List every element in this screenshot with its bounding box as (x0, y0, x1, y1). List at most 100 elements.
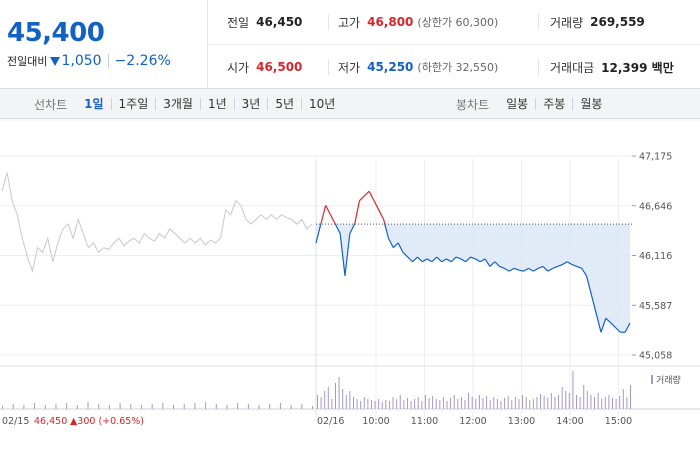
volume-bar (334, 383, 336, 409)
chart-toolbar: 선차트 1일 1주일 3개월 1년 3년 5년 10년 봉차트 일봉 주봉 월봉 (0, 89, 700, 119)
volume-bar (432, 396, 434, 409)
volume-bar (23, 405, 25, 409)
volume-bar (525, 397, 527, 409)
divider (328, 14, 329, 30)
volume-bar (237, 403, 239, 409)
volume-bar (119, 403, 121, 409)
range-1y-button[interactable]: 1년 (199, 98, 234, 110)
volume-bar (507, 396, 509, 409)
monthly-candle-button[interactable]: 월봉 (572, 98, 609, 110)
volume-bars (2, 371, 631, 409)
price-segment (508, 267, 515, 272)
volume-bar (66, 403, 68, 409)
volume-bar (583, 385, 585, 409)
price-segment (363, 190, 370, 197)
price-segment (426, 258, 433, 263)
volume-bar (410, 401, 412, 409)
volume-bar (550, 393, 552, 409)
volume-bar (381, 402, 383, 409)
x-tick-label: 15:00 (605, 416, 632, 427)
volume-bar (442, 397, 444, 409)
volume-bar (500, 401, 502, 409)
price-segment (576, 265, 582, 269)
price-segment (566, 261, 573, 266)
weekly-candle-button[interactable]: 주봉 (535, 98, 572, 110)
x-tick-label: 10:00 (362, 416, 389, 427)
volume-bar (561, 387, 563, 409)
prev-close-value: 46,450 (256, 15, 303, 29)
range-3m-button[interactable]: 3개월 (155, 98, 200, 110)
date-labels: 02/15 46,450 ▲300 (+0.65%) 02/16 (2, 416, 344, 427)
volume-bar (392, 397, 394, 409)
daily-candle-button[interactable]: 일봉 (506, 97, 529, 111)
volume-bar (421, 401, 423, 409)
volume-bar (460, 397, 462, 409)
volume-legend-swatch (651, 375, 653, 384)
candle-chart-title: 봉차트 (456, 97, 490, 112)
volume-bar (590, 395, 592, 409)
volume-bar (269, 404, 271, 409)
price-segment (344, 233, 351, 276)
price-segment (571, 264, 578, 268)
volume-bar (417, 397, 419, 409)
price-segment (368, 190, 375, 201)
volume-bar (130, 404, 132, 409)
price-segment (417, 256, 423, 263)
volume-bar (496, 399, 498, 409)
range-10y-button[interactable]: 10년 (301, 98, 342, 110)
today-date: 02/16 (317, 416, 344, 427)
volume-bar (522, 395, 524, 409)
prev-day-price-line (1, 172, 313, 273)
quote-panel: 45,400 전일대비 1,050 −2.26% 전일 46,450 고가 46… (0, 0, 700, 89)
volume-bar (464, 400, 466, 409)
volume-bar (194, 403, 196, 409)
price-segment (484, 258, 491, 267)
volume-bar (2, 406, 3, 409)
volume-bar (349, 391, 351, 409)
open-cell: 시가 46,500 (227, 59, 302, 75)
volume-bar (439, 400, 441, 409)
y-tick-label: 45,058 (639, 351, 672, 362)
price-segment (552, 265, 558, 269)
price-segment (339, 233, 346, 276)
price-segment (523, 267, 529, 272)
price-segment (624, 322, 631, 333)
volume-bar (55, 404, 57, 409)
prev-day-close: 46,450 (34, 416, 67, 427)
prev-close-label: 전일 (227, 15, 250, 30)
price-segment (320, 205, 327, 225)
volume-bar (183, 404, 185, 409)
volume-bar (424, 395, 426, 409)
volume-bar (514, 397, 516, 409)
volume-bar (612, 398, 614, 409)
volume-bar (173, 405, 175, 409)
price-segment (590, 294, 597, 314)
price-segment (446, 258, 452, 263)
volume-bar (428, 398, 430, 409)
volume-bar (352, 397, 354, 409)
line-chart-title: 선차트 (34, 97, 68, 112)
change-row: 전일대비 1,050 −2.26% (7, 53, 171, 69)
range-5y-button[interactable]: 5년 (267, 98, 301, 110)
volume-bar (489, 400, 491, 409)
volume-bar (396, 399, 398, 409)
range-1w-button[interactable]: 1주일 (110, 98, 156, 110)
volume-bar (604, 397, 606, 409)
price-segment (384, 224, 390, 239)
volume-bar (12, 404, 14, 409)
volume-bar (446, 401, 448, 409)
price-segment (615, 327, 621, 333)
divider (107, 54, 109, 68)
volume-bar (565, 391, 567, 409)
range-3y-button[interactable]: 3년 (233, 98, 268, 110)
current-price: 45,400 (7, 18, 105, 48)
open-value: 46,500 (256, 60, 303, 74)
volume-bar (619, 396, 621, 409)
price-segment (436, 256, 443, 263)
volume-value: 269,559 (590, 15, 645, 29)
price-segment (359, 195, 365, 202)
range-1d-button[interactable]: 1일 (84, 97, 104, 111)
volume-bar (76, 405, 78, 409)
volume-bar (572, 371, 574, 409)
volume-bar (331, 399, 333, 409)
